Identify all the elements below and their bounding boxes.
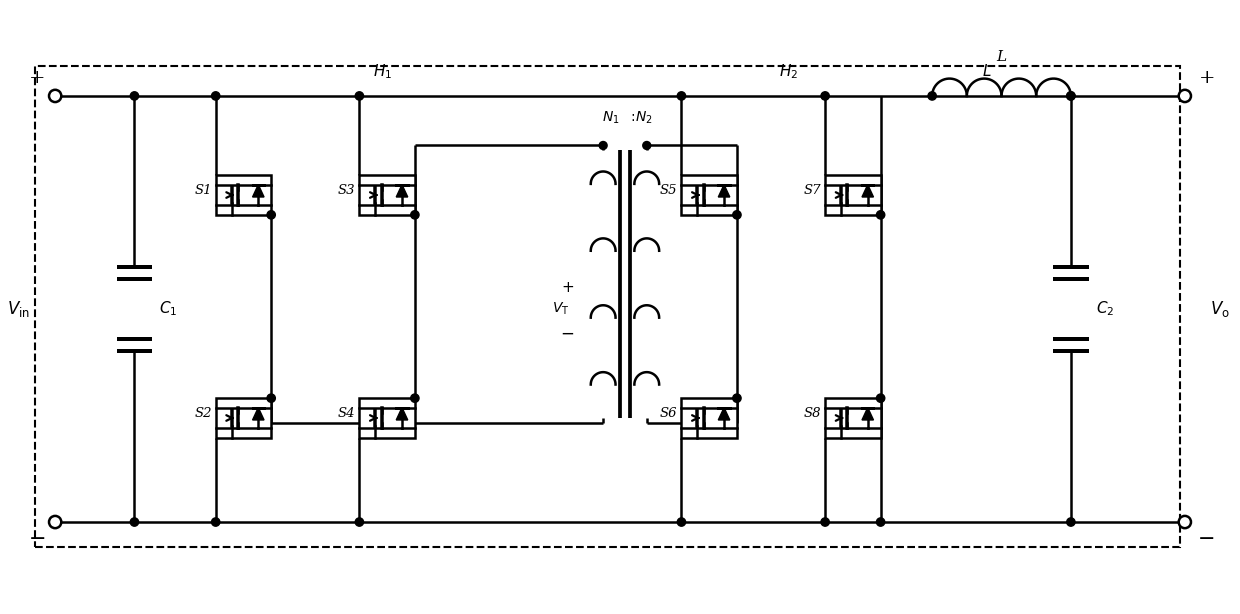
Circle shape — [410, 394, 419, 402]
Text: +: + — [562, 280, 574, 295]
Circle shape — [877, 394, 885, 402]
Circle shape — [877, 211, 885, 219]
Circle shape — [677, 518, 686, 526]
Text: +: + — [1198, 69, 1215, 87]
Text: $V_\mathrm{T}$: $V_\mathrm{T}$ — [552, 301, 569, 317]
Circle shape — [733, 394, 742, 402]
Text: S1: S1 — [195, 184, 212, 196]
Circle shape — [1066, 518, 1075, 526]
Text: −: − — [560, 325, 574, 343]
Text: $C_1$: $C_1$ — [159, 300, 177, 318]
Bar — [825, 398, 880, 438]
Text: S6: S6 — [660, 406, 677, 419]
Text: $V_\mathrm{o}$: $V_\mathrm{o}$ — [1209, 299, 1229, 319]
Circle shape — [410, 211, 419, 219]
Circle shape — [677, 91, 686, 100]
Bar — [360, 398, 415, 438]
Polygon shape — [718, 408, 730, 420]
Text: S8: S8 — [804, 406, 821, 419]
Bar — [682, 398, 737, 438]
Circle shape — [877, 518, 885, 526]
Polygon shape — [718, 185, 730, 197]
Circle shape — [1179, 516, 1190, 528]
Text: L: L — [997, 50, 1007, 64]
Polygon shape — [862, 185, 873, 197]
Text: $C_2$: $C_2$ — [1096, 300, 1114, 318]
Circle shape — [821, 518, 830, 526]
Bar — [35, 66, 1180, 547]
Text: S4: S4 — [339, 406, 356, 419]
Text: −: − — [29, 530, 46, 550]
Circle shape — [733, 211, 742, 219]
Polygon shape — [253, 408, 264, 420]
Circle shape — [821, 91, 830, 100]
Text: S2: S2 — [195, 406, 212, 419]
Text: S5: S5 — [660, 184, 677, 196]
Circle shape — [928, 91, 936, 100]
Circle shape — [1066, 91, 1075, 100]
Circle shape — [1066, 91, 1075, 100]
Polygon shape — [253, 185, 264, 197]
Circle shape — [212, 91, 219, 100]
Text: $H_1$: $H_1$ — [372, 62, 392, 80]
Text: $N_1$: $N_1$ — [603, 109, 620, 126]
Circle shape — [130, 91, 139, 100]
Polygon shape — [862, 408, 873, 420]
Bar — [360, 175, 415, 215]
Text: S7: S7 — [804, 184, 821, 196]
Text: $L$: $L$ — [982, 63, 992, 79]
Text: −: − — [1198, 530, 1215, 550]
Polygon shape — [397, 185, 408, 197]
Text: $\!:\!N_2$: $\!:\!N_2$ — [630, 109, 653, 126]
Circle shape — [50, 90, 61, 102]
Circle shape — [130, 518, 139, 526]
Circle shape — [642, 141, 651, 149]
Circle shape — [599, 141, 608, 149]
Bar — [825, 175, 880, 215]
Bar — [216, 175, 272, 215]
Text: $H_2$: $H_2$ — [779, 62, 799, 80]
Bar — [682, 175, 737, 215]
Circle shape — [355, 518, 363, 526]
Circle shape — [267, 394, 275, 402]
Text: S3: S3 — [339, 184, 356, 196]
Circle shape — [50, 516, 61, 528]
Circle shape — [267, 211, 275, 219]
Bar — [216, 398, 272, 438]
Circle shape — [355, 91, 363, 100]
Text: $V_\mathrm{in}$: $V_\mathrm{in}$ — [7, 299, 30, 319]
Circle shape — [212, 518, 219, 526]
Polygon shape — [397, 408, 408, 420]
Text: +: + — [29, 69, 46, 87]
Circle shape — [1179, 90, 1190, 102]
